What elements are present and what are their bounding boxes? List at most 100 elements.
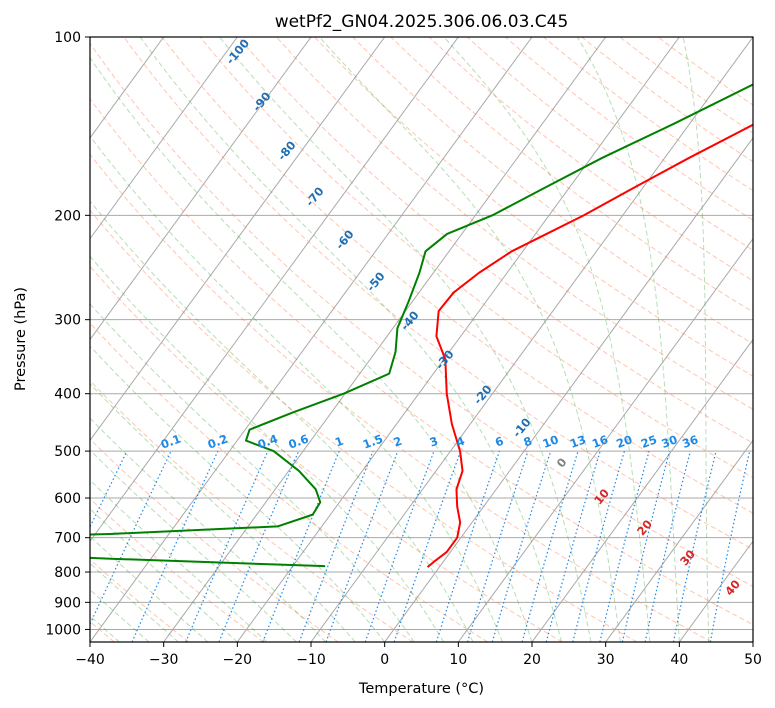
mixing-ratio-line [644, 450, 691, 642]
y-tick-label: 1000 [45, 622, 81, 638]
moist-adiabat-line [219, 37, 592, 642]
x-tick-label: 50 [744, 652, 762, 668]
isotherm-line [310, 37, 753, 642]
dry-adiabat-line [90, 98, 753, 626]
y-tick-label: 400 [54, 387, 81, 403]
mixing-ratio-label: 10 [541, 432, 561, 451]
mixing-ratio-line [466, 450, 529, 642]
x-tick-label: −40 [75, 652, 105, 668]
isotherm-line [90, 37, 386, 442]
mixing-ratio-lines [90, 450, 751, 642]
dry-adiabat-line [237, 37, 753, 444]
mixing-ratio-label: 30 [660, 432, 680, 451]
mixing-ratio-label: 1.5 [361, 432, 385, 452]
mixing-ratio-line [90, 450, 172, 626]
moist-adiabat-line [576, 37, 680, 642]
y-tick-label: 800 [54, 565, 81, 581]
moist-adiabat-line [90, 383, 356, 642]
y-tick-label: 500 [54, 444, 81, 460]
mixing-ratio-line [364, 450, 435, 642]
x-tick-label: −20 [223, 652, 253, 668]
mixing-ratio-line [185, 450, 269, 642]
y-axis-ticks: 100 200 300 400 500 600 700 800 900 1000 [45, 30, 90, 638]
moist-adiabat-line [90, 255, 445, 642]
dry-adiabat-line [161, 37, 753, 514]
dry-adiabat-line [90, 42, 753, 588]
dry-adiabat-line [428, 37, 753, 282]
isotherm-line [236, 37, 680, 642]
y-axis-label: Pressure (hPa) [13, 287, 29, 391]
mixing-ratio-label: 13 [568, 432, 588, 451]
mixing-ratio-line [621, 450, 671, 642]
dry-adiabat-line [581, 37, 753, 163]
mixing-ratio-label: 36 [680, 432, 700, 451]
dry-adiabat-line [276, 37, 753, 410]
dry-adiabat-line [390, 37, 753, 313]
mixing-ratio-line [545, 450, 601, 642]
y-tick-label: 900 [54, 595, 81, 611]
mixing-ratio-line [218, 450, 300, 642]
moist-adiabat-line [319, 37, 621, 642]
moist-adiabat-line [90, 449, 297, 642]
plot-frame [89, 36, 754, 643]
dewpoint-profile-line [90, 83, 753, 568]
mixing-ratio-line [90, 450, 128, 529]
dry-adiabat-line [314, 37, 753, 377]
mixing-ratio-line [393, 450, 462, 642]
mixing-ratio-line [599, 450, 650, 642]
mixing-ratio-label: 0.2 [206, 432, 230, 452]
x-tick-label: 30 [597, 652, 615, 668]
mixing-ratio-line [572, 450, 625, 642]
moist-adiabat-line [90, 56, 533, 642]
x-tick-label: 0 [380, 652, 389, 668]
x-tick-label: 40 [670, 652, 688, 668]
isotherm-line [384, 137, 753, 642]
y-tick-label: 700 [54, 531, 81, 547]
moist-adiabat-line [90, 200, 474, 642]
mixing-ratio-label: 20 [614, 432, 634, 451]
moist-adiabat-line [90, 417, 327, 642]
sounding-profiles [90, 83, 753, 568]
dry-adiabat-line [352, 37, 753, 345]
isotherm-line [457, 237, 753, 642]
x-axis-label: Temperature (°C) [358, 681, 484, 697]
dry-adiabat-line [90, 322, 488, 642]
mixing-ratio-line [435, 450, 501, 642]
x-tick-label: 20 [523, 652, 541, 668]
y-tick-label: 100 [54, 30, 81, 46]
x-tick-label: 10 [449, 652, 467, 668]
x-tick-label: −10 [296, 652, 326, 668]
dry-adiabat-line [90, 153, 712, 642]
x-axis-ticks: −40 −30 −20 −10 0 10 20 30 40 50 [75, 642, 762, 668]
isotherm-line [163, 37, 607, 642]
dry-adiabat-lines [90, 37, 753, 642]
isobar-lines [90, 37, 753, 630]
mixing-ratio-label: 0.1 [159, 432, 183, 452]
moist-adiabat-line [682, 37, 710, 642]
dry-adiabat-line [90, 497, 264, 642]
mixing-ratio-line [521, 450, 579, 642]
isotherm-line [90, 37, 238, 240]
mixing-ratio-label: 16 [590, 432, 610, 451]
chart-title: wetPf2_GN04.2025.306.06.03.C45 [275, 12, 569, 32]
moist-adiabat-line [139, 37, 562, 642]
isotherm-line [605, 439, 753, 642]
moist-adiabat-line [90, 303, 415, 642]
y-tick-label: 600 [54, 491, 81, 507]
mixing-ratio-label: 25 [639, 432, 659, 451]
moist-adiabat-line [443, 37, 651, 642]
mixing-ratio-line [131, 450, 219, 642]
temperature-profile-line [426, 123, 753, 568]
moist-adiabat-line [90, 135, 503, 642]
mixing-ratio-line [709, 450, 751, 642]
dry-adiabat-line [505, 37, 753, 221]
mixing-ratio-line [672, 450, 717, 642]
dry-adiabat-line [123, 37, 753, 550]
dry-adiabat-line [199, 37, 753, 479]
isotherm-line [90, 37, 533, 642]
dry-adiabat-line [90, 265, 563, 642]
x-tick-label: −30 [149, 652, 179, 668]
dry-adiabat-line [90, 438, 339, 642]
